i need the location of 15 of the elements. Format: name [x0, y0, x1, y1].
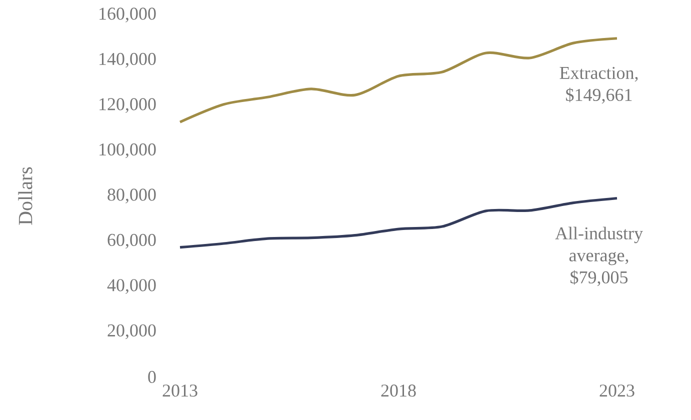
y-tick-label: 20,000 [108, 324, 156, 340]
y-tick-label: 40,000 [107, 279, 156, 294]
x-tick-label: 2018 [381, 384, 416, 397]
x-tick-label: 2013 [162, 384, 198, 397]
series-label: All-industry average, $79,005 [555, 226, 643, 286]
y-axis-title: Dollars [18, 167, 32, 225]
series-label: Extraction, $149,661 [560, 66, 638, 104]
y-tick-label: 60,000 [108, 234, 156, 249]
y-tick-label: 120,000 [100, 98, 156, 113]
y-tick-label: 140,000 [100, 52, 156, 68]
y-tick-label: 100,000 [100, 143, 156, 158]
x-tick-label: 2023 [600, 384, 634, 397]
y-tick-label: 80,000 [108, 188, 156, 204]
y-tick-label: 0 [148, 370, 156, 384]
y-tick-label: 160,000 [100, 8, 156, 22]
